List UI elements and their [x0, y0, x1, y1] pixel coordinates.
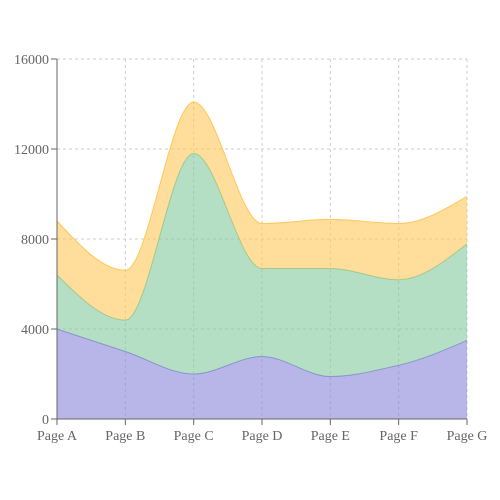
x-tick-label: Page G [447, 429, 488, 444]
y-axis-ticks: 0 4000 8000 12000 16000 [14, 53, 57, 428]
area-fill [57, 329, 467, 419]
y-tick-label: 4000 [21, 323, 49, 338]
x-tick-label: Page B [105, 429, 145, 444]
area-series-group [56, 101, 468, 419]
x-tick-label: Page D [242, 429, 283, 444]
area-line [56, 101, 468, 271]
x-axis-ticks: Page A Page B Page C Page D Page E Page F Page… [37, 419, 487, 444]
x-tick-label: Page E [311, 429, 350, 444]
area-fill [57, 153, 467, 377]
area-series-3 [56, 101, 468, 321]
x-tick-label: Page F [379, 429, 418, 444]
y-tick-label: 16000 [14, 53, 49, 68]
area-fill [57, 101, 467, 321]
y-tick-label: 0 [42, 413, 49, 428]
x-tick-label: Page A [37, 429, 78, 444]
y-tick-label: 8000 [21, 233, 49, 248]
x-tick-label: Page C [174, 429, 214, 444]
y-tick-label: 12000 [14, 143, 49, 158]
